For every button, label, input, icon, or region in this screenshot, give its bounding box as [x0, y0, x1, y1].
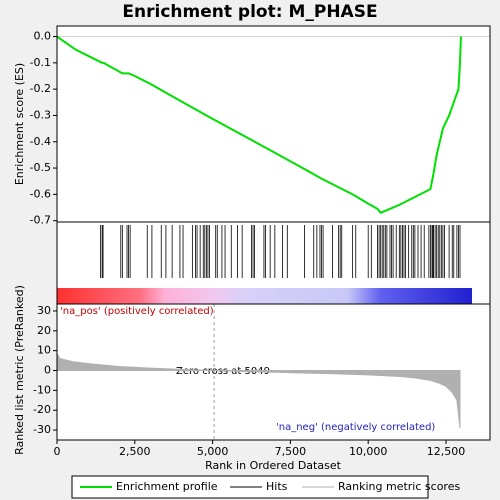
- x-tick-label: 12,500: [427, 445, 466, 458]
- y-tick-label: -0.5: [30, 161, 51, 174]
- metric-area: [56, 351, 461, 429]
- y-tick-label: 0.0: [34, 30, 52, 43]
- chart-title: Enrichment plot: M_PHASE: [122, 2, 377, 22]
- y-tick-label: -20: [33, 403, 51, 416]
- annotation: Zero cross at 5049: [176, 366, 270, 377]
- y-tick-label: -0.6: [30, 187, 51, 200]
- y-tick-label: -30: [33, 423, 51, 436]
- metric-axis-label: Ranked list metric (PreRanked): [13, 285, 26, 455]
- y-tick-label: -0.3: [30, 108, 51, 121]
- y-tick-label: -0.2: [30, 82, 51, 95]
- legend-label: Hits: [266, 480, 288, 493]
- annotation: 'na_neg' (negatively correlated): [276, 422, 435, 433]
- y-tick-label: -0.4: [30, 135, 51, 148]
- x-tick-label: 0: [54, 445, 61, 458]
- x-axis-label: Rank in Ordered Dataset: [205, 459, 342, 472]
- y-tick-label: 30: [37, 304, 51, 317]
- x-tick-label: 2,500: [119, 445, 151, 458]
- y-tick-label: 20: [37, 324, 51, 337]
- legend-label: Enrichment profile: [116, 480, 218, 493]
- panel-frame: [56, 303, 491, 441]
- es-line: [56, 35, 462, 215]
- x-tick-label: 10,000: [349, 445, 388, 458]
- y-tick-label: 0: [44, 364, 51, 377]
- es-axis-label: Enrichment score (ES): [13, 63, 26, 185]
- y-tick-label: -10: [33, 383, 51, 396]
- y-tick-label: -0.1: [30, 56, 51, 69]
- x-tick-label: 5,000: [197, 445, 229, 458]
- y-tick-label: -0.7: [30, 214, 51, 227]
- y-tick-label: 10: [37, 344, 51, 357]
- annotation: 'na_pos' (positively correlated): [60, 306, 214, 317]
- rank-color-bar: [57, 288, 472, 304]
- legend-label: Ranking metric scores: [338, 480, 460, 493]
- x-tick-label: 7,500: [275, 445, 307, 458]
